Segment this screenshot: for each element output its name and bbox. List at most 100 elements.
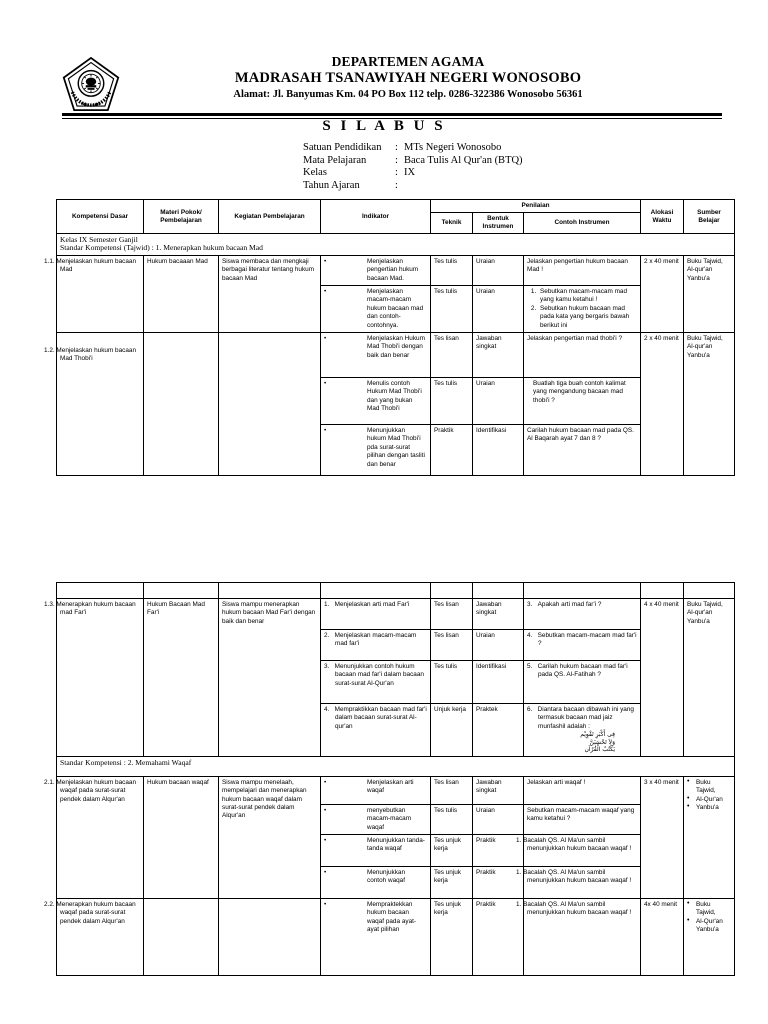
table-row: • menyebutkan macam-macam waqaf Tes tulis… bbox=[57, 803, 735, 835]
empty-col bbox=[683, 582, 735, 599]
cell-contoh: 1. Bacalah QS. Al Ma'un sambil menunjukk… bbox=[516, 865, 641, 899]
table-row: 1.2. Menjelaskan hukum bacaan Mad Thobi'… bbox=[44, 332, 735, 477]
cell-sumber: Buku Tajwid, Al-Qur'an Yanbu'a bbox=[683, 897, 735, 976]
cell-teknik: Tes unjuk kerja bbox=[430, 865, 473, 899]
cell-contoh: Jelaskan arti waqaf ! bbox=[523, 775, 641, 805]
cell-contoh: Buatlah tiga buah contoh kalimat yang me… bbox=[523, 377, 641, 426]
cell-bentuk: Uraian bbox=[472, 377, 524, 426]
cell-bentuk: Identifikasi bbox=[472, 424, 524, 477]
meta-row: Satuan Pendidikan : MTs Negeri Wonosobo bbox=[303, 142, 523, 155]
cell-indikator: • Menunjukkan tanda-tanda waqaf bbox=[320, 833, 431, 867]
indikator-number: 3. bbox=[324, 663, 335, 670]
cell-indikator: • Menjelaskan Hukum Mad Thobi'i dengan ba… bbox=[320, 332, 431, 379]
cell-indikator: • Menjelaskan arti waqaf bbox=[320, 775, 431, 805]
cell-alokasi: 4 x 40 menit bbox=[640, 598, 684, 757]
meta-value bbox=[404, 180, 523, 193]
contoh-number: 6. bbox=[527, 706, 538, 713]
empty-col bbox=[56, 582, 144, 599]
cell-bentuk: Praktik bbox=[472, 865, 524, 899]
table-row: 2. Menjelaskan macam-macam mad far'i Tes… bbox=[57, 629, 735, 661]
indikator-text: Menjelaskan pengertian hukum bacaan Mad. bbox=[367, 257, 419, 282]
meta-label: Kelas bbox=[303, 167, 327, 179]
indikator-text: Menunjukkan hukum Mad Thobi'i pda surat-… bbox=[367, 427, 425, 468]
sk-line: Standar Kompetensi (Tajwid) : 1. Menerap… bbox=[60, 243, 263, 253]
cell-indikator: • Mempraktekkan hukum bacaan waqaf pada a… bbox=[320, 897, 431, 976]
table-header-row-1: Kompetensi Dasar Materi Pokok/ Pembelaja… bbox=[56, 199, 735, 234]
cell-indikator: 3. Menunjukkan contoh hukum bacaan mad f… bbox=[320, 660, 431, 704]
sumber-item-extra: Yanbu'a bbox=[696, 926, 719, 934]
meta-label: Mata Pelajaran bbox=[303, 154, 367, 166]
cell-bentuk: Uraian bbox=[472, 803, 524, 835]
cell-contoh: Jelaskan pengertian hukum bacaan Mad ! bbox=[523, 254, 641, 287]
empty-col bbox=[523, 582, 641, 599]
meta-value: IX bbox=[404, 167, 416, 179]
cell-alokasi: 4x 40 menit bbox=[640, 897, 684, 976]
contoh-text: Diantara bacaan dibawah ini yang termasu… bbox=[537, 706, 634, 730]
indikator-text: Menjelaskan Hukum Mad Thobi'i dengan bai… bbox=[367, 335, 425, 359]
table-row: 2.1. Menjelaskan hukum bacaan waqaf pada… bbox=[44, 775, 735, 899]
sk2-line: Standar Kompetensi : 2. Memahami Waqaf bbox=[56, 755, 735, 777]
sumber-item: Yanbu'a bbox=[687, 803, 731, 812]
indikator-text: Menunjukkan contoh hukum bacaan mad far'… bbox=[334, 663, 424, 687]
cell-indikator: 4. Mempraktikkan bacaan mad far'i dalam … bbox=[320, 703, 431, 757]
col-bentuk-instrumen: Bentuk Instrumen bbox=[472, 212, 524, 234]
contoh-text: Sebutkan macam-macam mad far'i ? bbox=[537, 632, 637, 648]
cell-bentuk: Praktek bbox=[472, 703, 524, 757]
indikator-text: Menjelaskan arti mad Far'i bbox=[334, 601, 410, 608]
cell-kompetensi-dasar: 2.2. Menerapkan hukum bacaan waqaf pada … bbox=[44, 897, 144, 976]
cell-materi-pokok: Hukum Bacaan Mad Far'i bbox=[143, 598, 219, 757]
indikator-text: menyebutkan macam-macam waqaf bbox=[367, 806, 412, 831]
cell-kompetensi-dasar: 1.1. Menjelaskan hukum bacaan Mad bbox=[44, 254, 144, 334]
contoh-number: 3. bbox=[527, 601, 538, 608]
cell-teknik: Tes unjuk kerja bbox=[430, 833, 473, 867]
cell-teknik: Tes lisan bbox=[430, 598, 473, 630]
cell-kegiatan bbox=[218, 897, 321, 976]
table-row: 3. Menunjukkan contoh hukum bacaan mad f… bbox=[57, 660, 735, 704]
sumber-item: Buku Tajwid, bbox=[687, 900, 731, 918]
cell-teknik: Unjuk kerja bbox=[430, 703, 473, 757]
cell-bentuk: Uraian bbox=[472, 629, 524, 661]
cell-materi-pokok: Hukum bacaan waqaf bbox=[143, 775, 219, 899]
cell-bentuk: Uraian bbox=[472, 285, 524, 334]
col-sumber-belajar: Sumber Belajar bbox=[683, 199, 735, 234]
arabic-sample-3: يَكْتُبُ الْقُرْآن bbox=[584, 746, 615, 754]
cell-bentuk: Jawaban singkat bbox=[472, 598, 524, 630]
standar-kompetensi-row-2: Standar Kompetensi : 2. Memahami Waqaf bbox=[56, 755, 735, 777]
cell-materi-pokok bbox=[143, 897, 219, 976]
sumber-item: Buku Tajwid, bbox=[687, 778, 731, 796]
contoh-text: Apakah arti mad far'i ? bbox=[537, 601, 602, 608]
empty-col bbox=[218, 582, 321, 599]
cell-kegiatan: Siswa membaca dan mengkaji berbagai lite… bbox=[218, 254, 321, 334]
empty-col bbox=[320, 582, 431, 599]
document-meta: Satuan Pendidikan : MTs Negeri Wonosobo … bbox=[303, 142, 523, 192]
arabic-sample-2: وَلاَ تَحْسَبَنَّ bbox=[589, 738, 616, 746]
table-row: • Menulis contoh Hukum Mad Thobi'i dan ya… bbox=[57, 377, 735, 426]
indikator-number: 2. bbox=[324, 632, 335, 639]
contoh-item: Sebutkan hukum bacaan mad pada kata yang… bbox=[538, 305, 637, 330]
cell-sumber: Buku Tajwid, Al-Qur'an Yanbu'a bbox=[683, 775, 735, 899]
standar-kompetensi-cell: Kelas IX Semester Ganjil Standar Kompete… bbox=[56, 233, 735, 256]
silabus-table-part-2: 1.3. Menerapkan hukum bacaan mad Far'i H… bbox=[44, 582, 735, 976]
cell-indikator: 1. Menjelaskan arti mad Far'i bbox=[320, 598, 431, 630]
col-indikator: Indikator bbox=[320, 199, 431, 234]
col-kompetensi-dasar: Kompetensi Dasar bbox=[56, 199, 144, 234]
continuation-header-row bbox=[56, 582, 735, 599]
cell-kegiatan bbox=[218, 332, 321, 477]
table-row: • Menunjukkan tanda-tanda waqaf Tes unjuk… bbox=[57, 833, 735, 867]
table-row: 1.3. Menerapkan hukum bacaan mad Far'i H… bbox=[44, 598, 735, 757]
madrasah-pentagon-emblem-icon bbox=[62, 56, 120, 112]
cell-contoh: 5. Carilah hukum bacaan mad far'i pada Q… bbox=[523, 660, 641, 704]
cell-indikator: • Menulis contoh Hukum Mad Thobi'i dan ya… bbox=[320, 377, 431, 426]
cell-contoh: Jelaskan pengertian mad thobi'i ? bbox=[523, 332, 641, 379]
cell-kegiatan: Siswa mampu menerapkan hukum bacaan Mad … bbox=[218, 598, 321, 757]
sumber-item: Al-Qur'an bbox=[687, 795, 731, 804]
cell-contoh: Sebutkan macam-macam waqaf yang kamu ket… bbox=[523, 803, 641, 835]
cell-alokasi: 2 x 40 menit bbox=[640, 332, 684, 477]
cell-sumber: Buku Tajwid, Al-qur'an Yanbu'a bbox=[683, 598, 735, 757]
table-header-row-2: Teknik Bentuk Instrumen Contoh Instrumen bbox=[57, 212, 735, 234]
cell-teknik: Tes lisan bbox=[430, 629, 473, 661]
col-teknik: Teknik bbox=[430, 212, 473, 234]
indikator-number: 1. bbox=[324, 601, 335, 608]
cell-contoh: 3. Apakah arti mad far'i ? bbox=[523, 598, 641, 630]
meta-row: Mata Pelajaran : Baca Tulis Al Qur'an (B… bbox=[303, 155, 523, 168]
